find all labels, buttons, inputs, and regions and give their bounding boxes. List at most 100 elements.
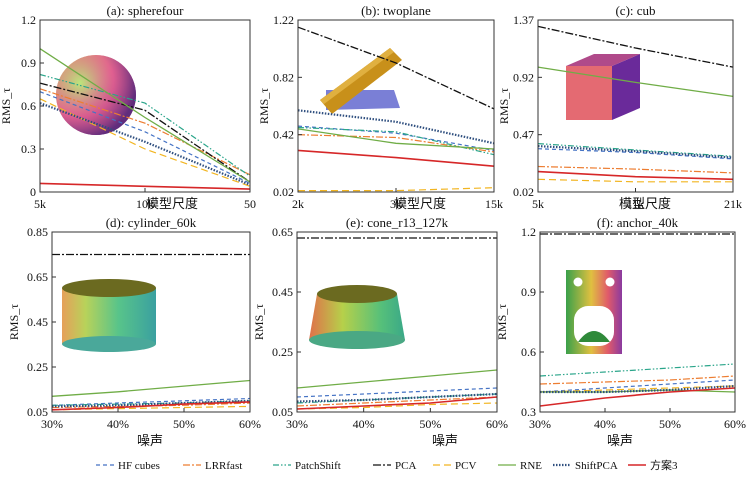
inset-illustration-sphere	[56, 55, 136, 135]
x-tick-label-a-0: 5k	[34, 197, 46, 211]
legend-label-1: LRRfast	[205, 460, 242, 472]
x-axis-label-f: 噪声	[607, 433, 633, 448]
x-tick-label-b-1: 3k	[390, 197, 402, 211]
inset-illustration-twoplane	[320, 48, 402, 114]
x-tick-label-d-3: 60%	[239, 417, 261, 431]
series-line-b-3	[297, 26, 495, 110]
y-tick-label-c-0: 0.02	[513, 185, 534, 199]
series-line-b-6	[297, 109, 495, 145]
series-line-d-0	[51, 397, 251, 406]
chart-title-a: (a): spherefour	[107, 3, 185, 18]
y-tick-label-d-2: 0.45	[27, 315, 48, 329]
y-tick-label-a-0: 0	[30, 185, 36, 199]
legend-label-5: RNE	[520, 460, 542, 472]
series-line-c-7	[537, 170, 734, 181]
series-line-c-4	[537, 178, 733, 183]
y-axis-label-e: RMS_τ	[252, 304, 266, 340]
axes-frame-f	[539, 231, 736, 413]
y-tick-label-a-2: 0.6	[21, 99, 36, 113]
legend-label-2: PatchShift	[295, 460, 341, 472]
panel-b: (b): twoplane 0.02 0.42 0.82 1.22 2k 3k 15k RMS_…	[257, 3, 503, 211]
y-tick-label-c-2: 0.92	[513, 70, 534, 84]
series-line-c-6	[537, 145, 734, 159]
panel-f: (f): anchor_40k 0.3 0.6 0.9 1.2 30% 40% 50% 60% R…	[495, 215, 746, 448]
series-line-e-5	[296, 369, 498, 389]
y-tick-label-e-1: 0.25	[272, 345, 293, 359]
y-tick-label-e-2: 0.45	[272, 285, 293, 299]
x-tick-label-d-1: 40%	[107, 417, 129, 431]
chart-title-e: (e): cone_r13_127k	[346, 215, 449, 230]
y-tick-label-a-3: 0.9	[21, 56, 36, 70]
chart-title-d: (d): cylinder_60k	[106, 215, 197, 230]
x-axis-label-c: 模型尺度	[619, 196, 671, 211]
series-line-a-5	[39, 48, 251, 183]
series-line-f-2	[539, 363, 736, 377]
series-line-b-2	[297, 126, 495, 156]
series-line-f-5	[540, 389, 736, 393]
x-tick-label-d-2: 50%	[173, 417, 195, 431]
series-line-a-3	[39, 82, 251, 183]
y-tick-label-f-2: 0.9	[521, 285, 536, 299]
chart-title-c: (c): cub	[615, 3, 655, 18]
series-line-a-6	[39, 102, 251, 186]
legend-label-6: ShiftPCA	[575, 460, 618, 472]
y-tick-label-a-1: 0.3	[21, 142, 36, 156]
chart-title-b: (b): twoplane	[361, 3, 431, 18]
y-tick-label-b-0: 0.02	[273, 185, 294, 199]
legend-label-4: PCV	[455, 460, 476, 472]
x-tick-label-a-2: 50	[244, 197, 256, 211]
panel-d: (d): cylinder_60k 0.05 0.25 0.45 0.65 0.85 30%…	[7, 215, 261, 448]
y-tick-label-d-3: 0.65	[27, 270, 48, 284]
x-tick-label-c-1: 11k	[627, 197, 645, 211]
axes-frame-e	[296, 231, 498, 413]
panel-a: (a): spherefour 0 0.3 0.6 0.9 1.2 5k 10k 50 RMS_τ…	[0, 3, 256, 211]
y-tick-label-f-1: 0.6	[521, 345, 536, 359]
inset-illustration-cylinder	[62, 279, 156, 352]
series-line-a-2	[39, 73, 251, 177]
y-axis-label-f: RMS_τ	[495, 304, 509, 340]
series-line-b-7	[297, 149, 495, 167]
panel-c: (c): cub 0.02 0.47 0.92 1.37 5k 11k 21k RMS_τ 模型尺…	[497, 3, 742, 211]
inset-illustration-cube	[566, 54, 640, 120]
x-axis-label-a: 模型尺度	[146, 196, 198, 211]
series-line-b-5	[297, 128, 495, 150]
series-line-c-3	[537, 25, 734, 68]
x-tick-label-b-2: 15k	[485, 197, 503, 211]
y-tick-label-b-3: 1.22	[273, 13, 294, 27]
series-line-e-6	[296, 392, 498, 403]
y-tick-label-a-4: 1.2	[21, 13, 36, 27]
y-tick-label-d-1: 0.25	[27, 360, 48, 374]
y-tick-label-b-2: 0.82	[273, 70, 294, 84]
x-tick-label-d-0: 30%	[41, 417, 63, 431]
inset-illustration-cone	[309, 285, 405, 349]
series-line-b-0	[297, 125, 495, 151]
x-tick-label-f-2: 50%	[659, 417, 681, 431]
x-tick-label-e-0: 30%	[286, 417, 308, 431]
series-line-f-6	[540, 384, 736, 394]
y-tick-label-f-0: 0.3	[521, 405, 536, 419]
series-line-e-7	[296, 396, 498, 410]
series-line-f-0	[539, 379, 736, 393]
legend-label-7: 方案3	[650, 458, 678, 472]
y-axis-label-d: RMS_τ	[7, 304, 21, 340]
x-axis-label-e: 噪声	[432, 433, 458, 448]
series-line-c-0	[537, 148, 734, 160]
series-line-e-0	[296, 387, 498, 398]
x-tick-label-e-3: 60%	[486, 417, 508, 431]
y-axis-label-c: RMS_τ	[497, 88, 511, 124]
y-tick-label-d-4: 0.85	[27, 225, 48, 239]
x-tick-label-a-1: 10k	[136, 197, 154, 211]
y-tick-label-c-1: 0.47	[513, 128, 534, 142]
series-line-b-1	[297, 134, 495, 153]
x-axis-label-b: 模型尺度	[394, 196, 446, 211]
x-tick-label-e-2: 50%	[419, 417, 441, 431]
y-tick-label-e-3: 0.65	[272, 225, 293, 239]
series-line-a-7	[39, 182, 251, 190]
y-axis-label-a: RMS_τ	[0, 88, 13, 124]
y-axis-label-b: RMS_τ	[257, 88, 271, 124]
series-line-e-1	[296, 396, 498, 407]
y-tick-label-c-3: 1.37	[513, 13, 534, 27]
series-line-c-2	[537, 143, 734, 157]
